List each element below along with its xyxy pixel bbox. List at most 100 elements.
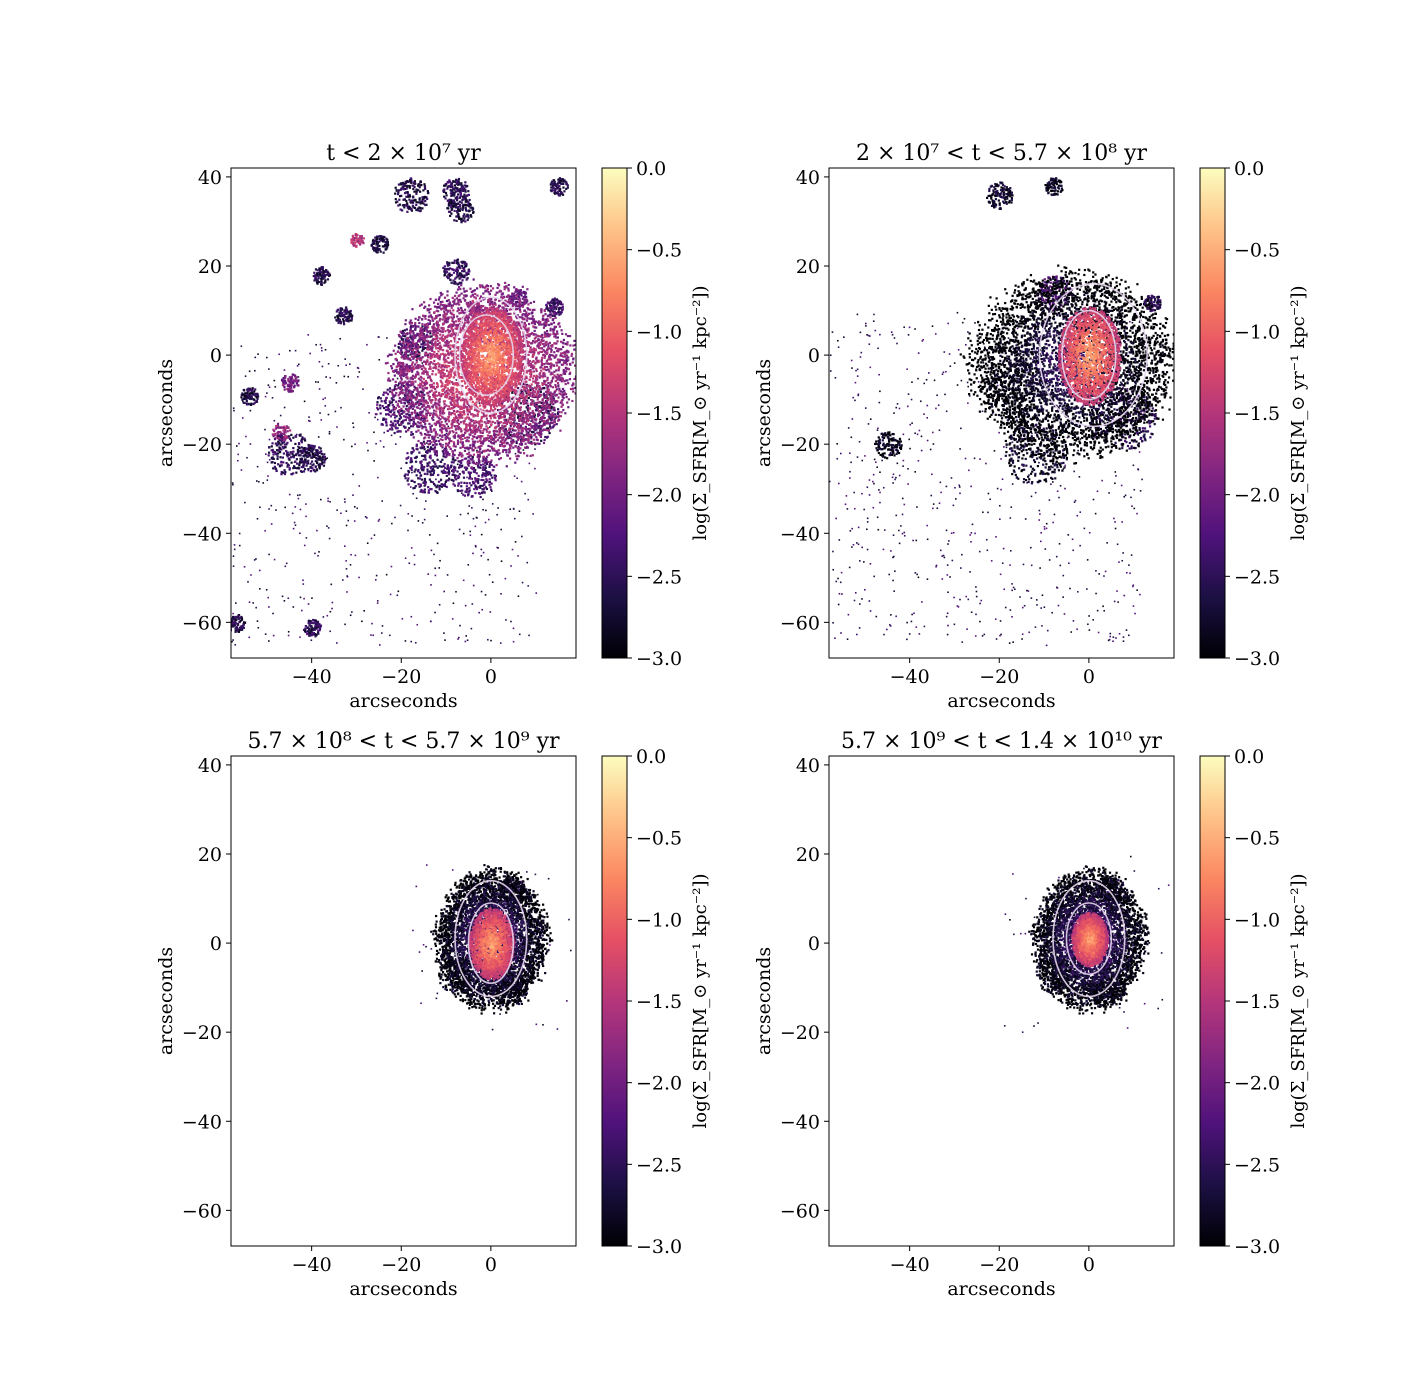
noise-pixel	[278, 353, 280, 356]
noise-pixel	[326, 525, 328, 527]
clump-pixel	[308, 634, 311, 637]
clump-pixel	[482, 490, 485, 494]
clump-pixel	[343, 313, 346, 316]
clump-pixel	[484, 464, 487, 467]
clump-pixel	[548, 313, 552, 316]
noise-pixel	[433, 553, 435, 556]
clump-pixel	[539, 420, 542, 424]
noise-pixel	[249, 409, 252, 412]
noise-pixel	[370, 537, 373, 540]
noise-pixel	[345, 568, 348, 570]
body-pixel	[453, 401, 456, 405]
noise-pixel	[249, 443, 252, 445]
noise-pixel	[483, 488, 485, 491]
noise-pixel	[460, 492, 463, 494]
clump-pixel	[384, 399, 387, 402]
clump-pixel	[555, 183, 558, 186]
clump-pixel	[451, 268, 454, 271]
noise-pixel	[283, 369, 286, 371]
clump-pixel	[443, 483, 446, 486]
clump-pixel	[412, 396, 415, 399]
clump-pixel	[407, 194, 410, 197]
noise-pixel	[510, 620, 512, 623]
clump-pixel	[558, 181, 562, 184]
clump-pixel	[312, 454, 315, 458]
body-pixel	[399, 369, 402, 372]
noise-pixel	[500, 528, 502, 531]
body-pixel	[463, 419, 466, 423]
clump-pixel	[476, 480, 480, 483]
body-pixel	[448, 413, 451, 416]
body-pixel	[466, 320, 469, 323]
clump-pixel	[430, 467, 433, 470]
clump-pixel	[383, 236, 386, 239]
noise-pixel	[451, 618, 454, 620]
clump-pixel	[456, 215, 459, 218]
noise-pixel	[232, 612, 234, 615]
body-pixel	[440, 444, 443, 447]
clump-pixel	[522, 295, 525, 299]
clump-pixel	[408, 398, 412, 401]
clump-pixel	[343, 310, 346, 313]
body-pixel	[481, 435, 484, 438]
clump-pixel	[465, 485, 468, 488]
clump-pixel	[445, 270, 448, 274]
clump-pixel	[464, 220, 467, 223]
body-pixel	[507, 406, 510, 409]
noise-pixel	[336, 642, 338, 644]
body-pixel	[442, 358, 445, 361]
noise-pixel	[242, 400, 244, 403]
body-pixel	[549, 413, 552, 416]
noise-pixel	[480, 533, 483, 536]
clump-pixel	[270, 449, 273, 452]
clump-pixel	[271, 450, 275, 454]
clump-pixel	[458, 190, 461, 193]
clump-pixel	[300, 441, 304, 444]
clump-pixel	[379, 397, 382, 400]
body-pixel	[464, 345, 467, 348]
clump-pixel	[518, 289, 521, 292]
noise-pixel	[407, 529, 409, 532]
body-pixel	[452, 389, 455, 392]
clump-pixel	[292, 446, 295, 450]
clump-pixel	[338, 312, 341, 315]
clump-pixel	[413, 190, 416, 193]
noise-pixel	[371, 622, 373, 625]
noise-pixel	[530, 398, 532, 401]
body-pixel	[453, 358, 456, 361]
noise-pixel	[297, 376, 300, 378]
clump-pixel	[442, 451, 445, 454]
clump-pixel	[240, 615, 243, 619]
body-pixel	[530, 442, 534, 445]
clump-pixel	[428, 439, 431, 443]
clump-pixel	[310, 632, 314, 635]
clump-pixel	[339, 313, 342, 316]
clump-pixel	[240, 618, 244, 621]
body-pixel	[466, 452, 469, 456]
body-pixel	[484, 459, 487, 462]
clump-pixel	[465, 278, 468, 281]
clump-pixel	[343, 323, 346, 326]
clump-pixel	[316, 624, 319, 627]
clump-pixel	[561, 178, 564, 181]
clump-pixel	[459, 461, 462, 464]
clump-pixel	[389, 423, 392, 427]
noise-pixel	[310, 639, 313, 642]
clump-pixel	[304, 453, 307, 456]
clump-pixel	[246, 390, 249, 393]
clump-pixel	[415, 201, 418, 204]
clump-pixel	[323, 453, 326, 456]
body-pixel	[485, 430, 489, 433]
clump-pixel	[378, 248, 381, 251]
clump-pixel	[282, 447, 285, 450]
clump-pixel	[274, 442, 277, 445]
clump-pixel	[416, 184, 420, 187]
clump-pixel	[376, 403, 379, 406]
noise-pixel	[319, 343, 322, 346]
noise-pixel	[267, 596, 269, 599]
body-pixel	[546, 388, 549, 391]
clump-pixel	[534, 395, 537, 399]
clump-pixel	[468, 198, 471, 202]
body-pixel	[402, 357, 405, 360]
noise-pixel	[364, 515, 367, 518]
